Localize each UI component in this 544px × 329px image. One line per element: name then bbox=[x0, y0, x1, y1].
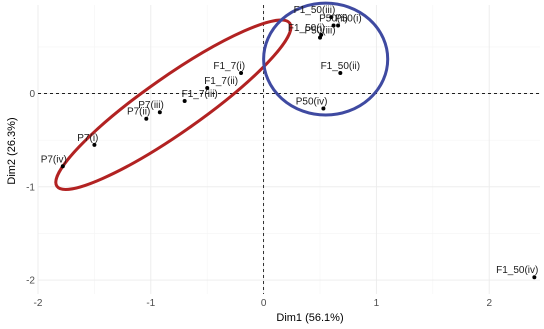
y-axis-title: Dim2 (26.3%) bbox=[6, 117, 18, 184]
y-tick-label: -1 bbox=[26, 182, 35, 193]
x-tick-label: 1 bbox=[374, 298, 380, 309]
data-point bbox=[338, 71, 343, 76]
point-label: P50(ii) bbox=[319, 14, 348, 25]
point-label: P7(ii) bbox=[127, 107, 150, 118]
point-label: F1_50(i) bbox=[288, 23, 325, 34]
point-label: F1_50(iv) bbox=[496, 265, 538, 276]
point-label: P50(i) bbox=[335, 14, 362, 25]
data-points bbox=[60, 15, 537, 280]
point-label: P50(iii) bbox=[304, 26, 335, 37]
x-tick-label: -2 bbox=[34, 298, 43, 309]
x-tick-label: -1 bbox=[146, 298, 155, 309]
point-label: F1_7(i) bbox=[213, 61, 245, 72]
point-label: P50(iv) bbox=[296, 96, 328, 107]
axis-ticks: -2 -1 0 1 2 0 -1 -2 bbox=[26, 89, 492, 309]
point-label: P7(iv) bbox=[41, 154, 67, 165]
x-axis-title: Dim1 (56.1%) bbox=[276, 312, 343, 324]
data-point bbox=[144, 116, 149, 121]
data-point bbox=[319, 32, 324, 37]
grid bbox=[37, 5, 540, 294]
data-point bbox=[331, 23, 336, 28]
x-tick-label: 2 bbox=[486, 298, 492, 309]
cluster-ellipses bbox=[54, 1, 390, 191]
data-point bbox=[182, 99, 187, 104]
point-label: F1_7(ii) bbox=[204, 76, 238, 87]
point-label: P7(iii) bbox=[138, 100, 164, 111]
data-point bbox=[92, 142, 97, 147]
point-labels: P7(iv) P7(i) P7(ii)P7(iii) F1_7(iii) F1_7(ii… bbox=[41, 5, 539, 276]
point-label: F1_7(iii) bbox=[182, 89, 218, 100]
data-point bbox=[321, 106, 326, 111]
ellipse-cluster-7 bbox=[54, 18, 293, 191]
x-tick-label: 0 bbox=[261, 298, 267, 309]
point-label: P7(i) bbox=[77, 133, 98, 144]
y-tick-label: 0 bbox=[29, 89, 35, 100]
ellipse-cluster-50 bbox=[262, 1, 390, 117]
data-point bbox=[60, 164, 65, 169]
data-point bbox=[205, 85, 210, 90]
data-point bbox=[532, 275, 537, 280]
data-point bbox=[336, 23, 341, 28]
point-label: F1_50(iii) bbox=[294, 5, 336, 16]
data-point bbox=[329, 15, 334, 20]
data-point bbox=[157, 110, 162, 115]
y-tick-label: -2 bbox=[26, 276, 35, 287]
reference-lines bbox=[38, 5, 540, 294]
point-label: F1_50(ii) bbox=[321, 61, 360, 72]
data-point bbox=[239, 71, 244, 76]
